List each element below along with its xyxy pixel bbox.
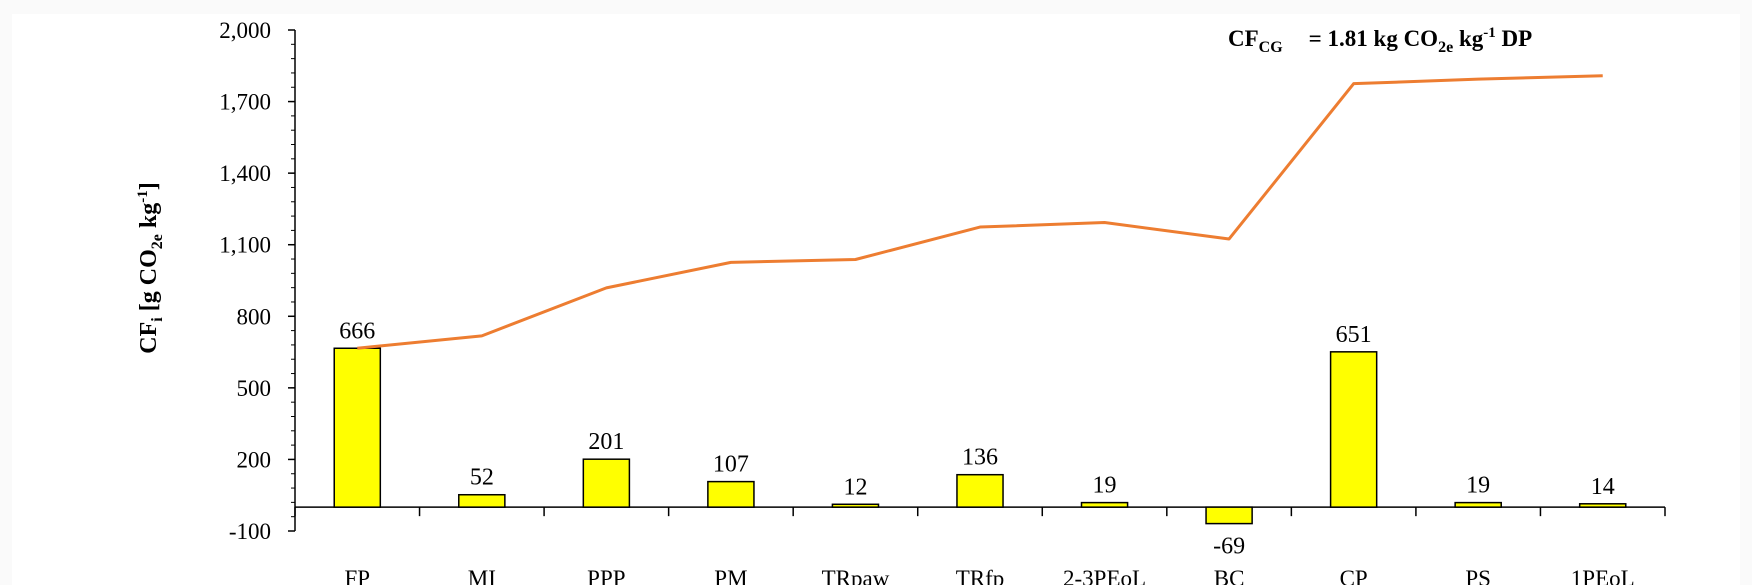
bar-value-label: 52 — [470, 465, 494, 491]
y-tick-label: -100 — [229, 519, 271, 544]
category-label: MI — [468, 566, 496, 585]
category-label: PS — [1465, 566, 1491, 585]
y-tick-label: 200 — [237, 447, 272, 472]
bar-value-label: 19 — [1093, 473, 1117, 499]
y-tick-label: 500 — [237, 376, 272, 401]
bar — [1329, 351, 1378, 508]
y-tick-label: 1,700 — [219, 90, 271, 115]
bar — [333, 347, 382, 508]
bar — [582, 458, 631, 508]
y-ticks: -100 200 500 800 1,100 1,400 1,700 2,000 — [219, 18, 295, 544]
category-label: 1PEoL — [1571, 566, 1635, 585]
bar-value-label: 201 — [588, 429, 624, 455]
carbon-footprint-annotation: CFCG = 1.81 kg CO2e kg-1 DP — [1228, 25, 1532, 56]
bar — [458, 493, 506, 508]
category-label: FP — [344, 566, 370, 585]
cumulative-line-series — [357, 74, 1603, 350]
bar — [956, 473, 1004, 508]
y-tick-label: 2,000 — [219, 18, 271, 43]
bar — [707, 480, 755, 508]
bar-value-label: 12 — [843, 474, 867, 500]
bar-value-label: 666 — [339, 318, 375, 344]
y-tick-label: 800 — [237, 304, 272, 329]
category-label: TRpaw — [822, 566, 890, 585]
bar-value-label: -69 — [1213, 534, 1245, 560]
bar-value-label: 19 — [1466, 473, 1490, 499]
bar — [831, 503, 880, 508]
y-tick-label: 1,400 — [219, 161, 271, 186]
plot-background — [12, 14, 1740, 585]
bar-value-label: 651 — [1336, 322, 1372, 348]
y-tick-label: 1,100 — [219, 233, 271, 258]
y-axis-title: CFi [g CO2e kg-1] — [135, 182, 166, 353]
category-label: CP — [1340, 566, 1368, 585]
cumulative-line — [357, 74, 1603, 350]
category-label: 2-3PEoL — [1063, 566, 1146, 585]
category-label: TRfp — [956, 566, 1005, 585]
bar-series — [333, 347, 1627, 525]
bar — [1454, 501, 1502, 508]
category-label: PM — [714, 566, 747, 585]
bar — [1205, 506, 1253, 525]
bar-value-label: 107 — [713, 452, 749, 478]
category-labels: FP MI PPP PM TRpaw TRfp 2-3PEoL BC CP PS 1PEoL — [344, 566, 1634, 585]
bar-value-label: 136 — [962, 445, 998, 471]
data-labels: 666 52 201 107 12 136 19 -69 651 19 14 — [339, 318, 1614, 559]
bar-value-label: 14 — [1591, 474, 1615, 500]
category-label: PPP — [587, 566, 625, 585]
category-label: BC — [1214, 566, 1245, 585]
bar — [1578, 503, 1627, 508]
bar — [1080, 501, 1129, 508]
